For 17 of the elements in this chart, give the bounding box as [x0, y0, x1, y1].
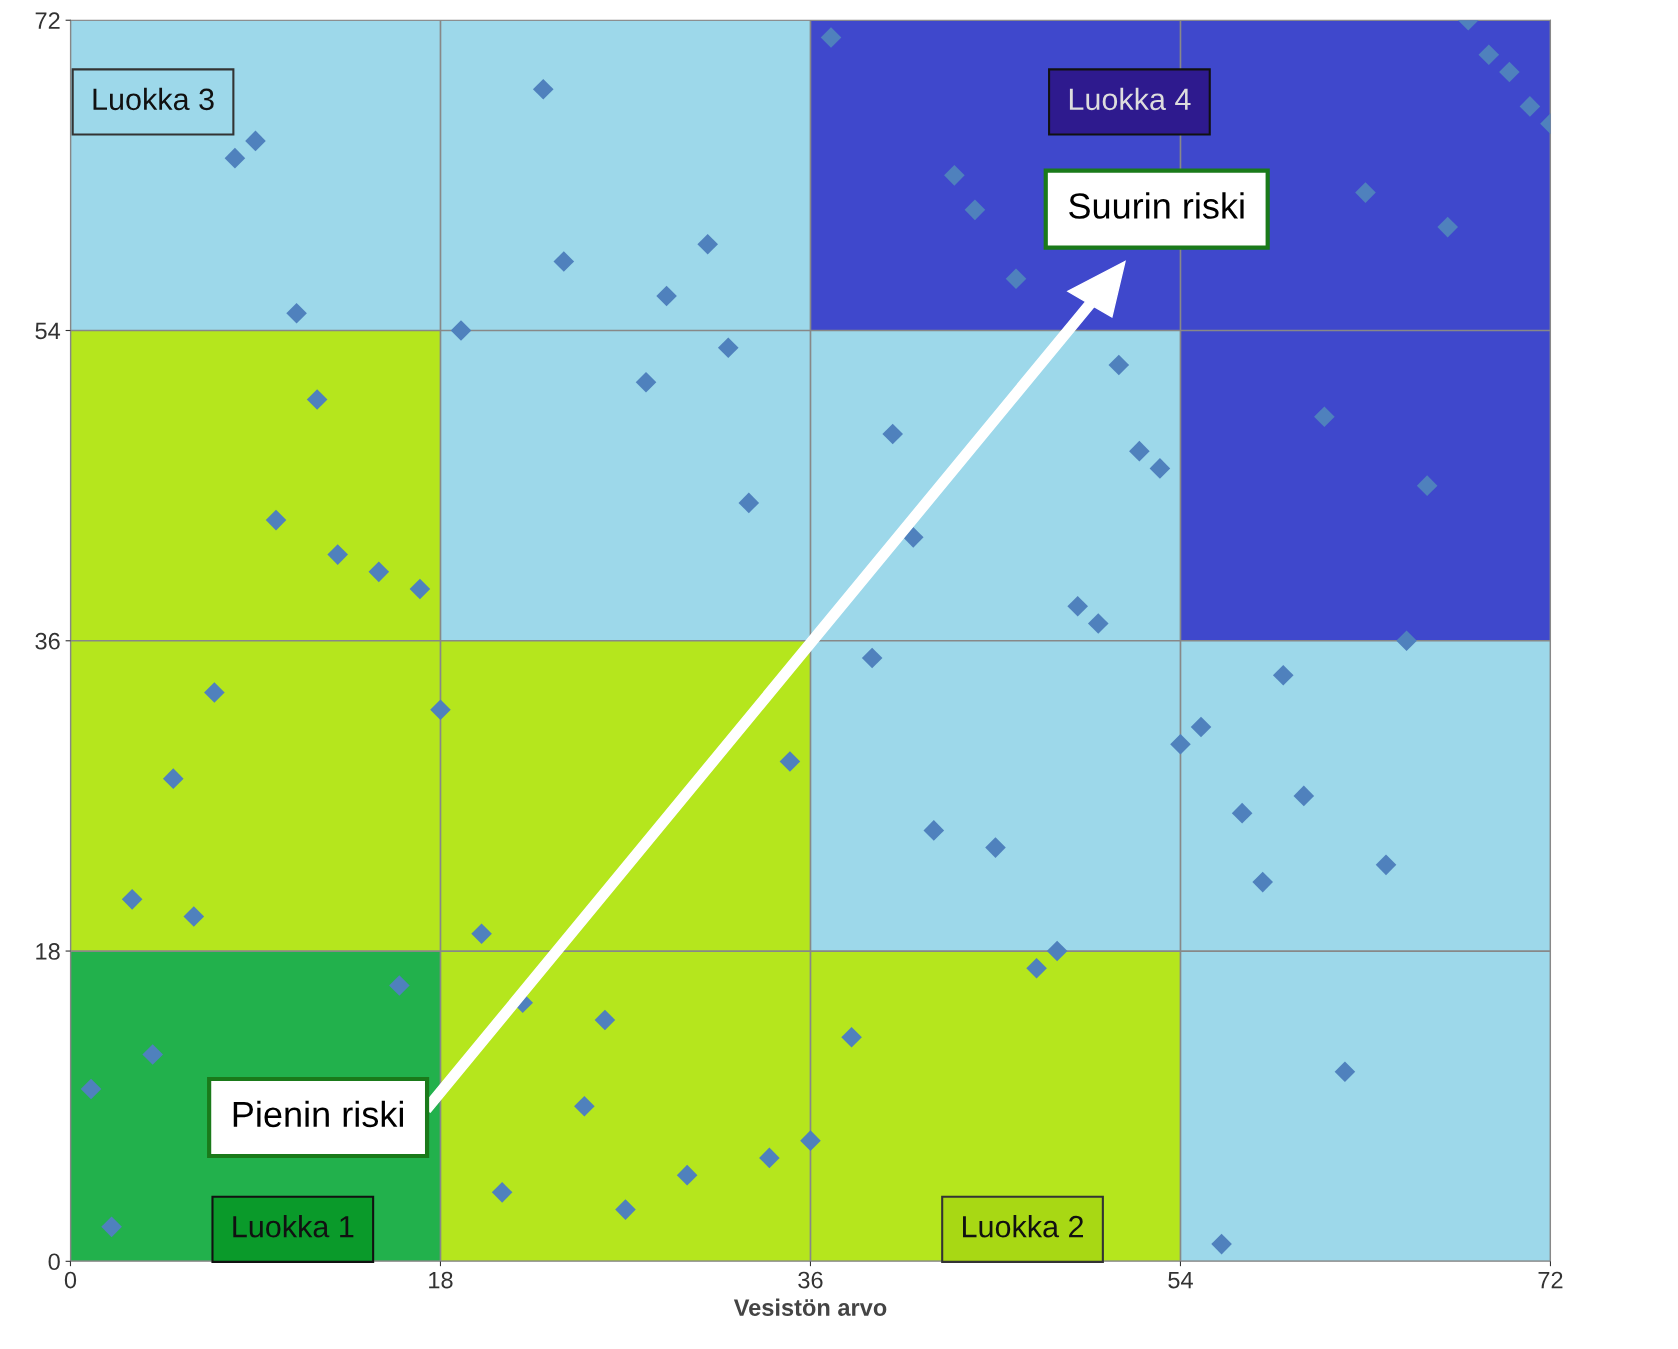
y-tick-label: 72 — [35, 12, 60, 29]
x-tick-label: 36 — [798, 1271, 823, 1289]
x-tick-label: 0 — [64, 1271, 77, 1289]
annotation: Luokka 4 — [1069, 87, 1191, 111]
annotation: Luokka 2 — [963, 1215, 1084, 1238]
y-tick-label: 54 — [35, 322, 61, 340]
x-axis-title: Vesistön arvo — [733, 1298, 887, 1316]
annotation: Luokka 3 — [93, 87, 214, 111]
annotation: Pienin riski — [233, 1100, 403, 1128]
y-tick-label: 18 — [36, 943, 60, 960]
annotation: Suurin riski — [1069, 192, 1244, 219]
x-tick-label: 54 — [1168, 1271, 1193, 1289]
x-tick-label: 72 — [1538, 1271, 1563, 1289]
annotation: Luokka 1 — [233, 1215, 354, 1238]
x-tick-label: 18 — [429, 1271, 453, 1289]
y-tick-label: 36 — [35, 632, 60, 650]
y-tick-label: 0 — [48, 1253, 60, 1271]
